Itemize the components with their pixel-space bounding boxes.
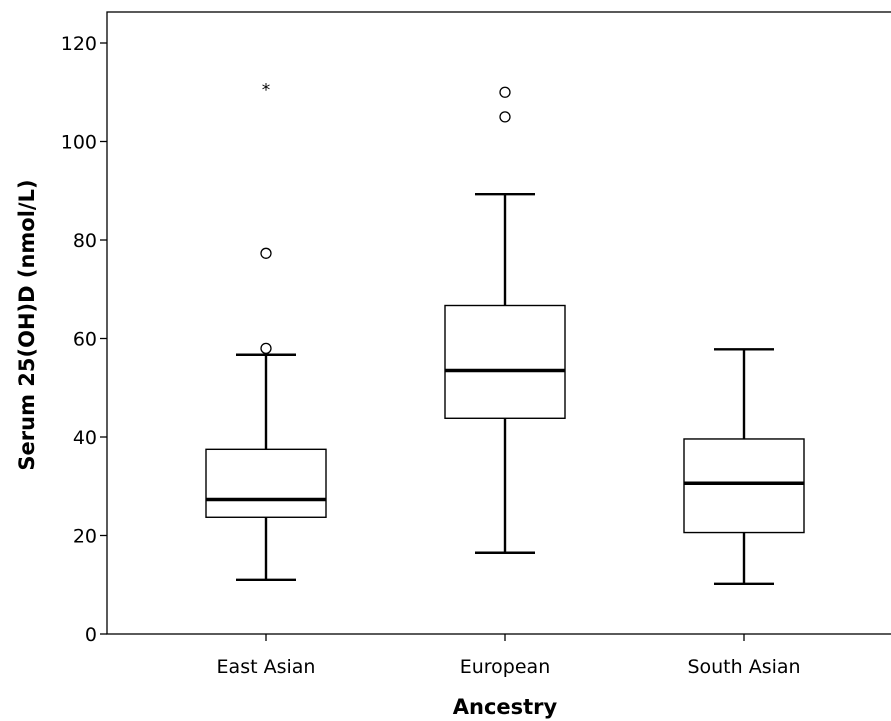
x-axis: East Asian European South Asian: [217, 634, 801, 678]
iqr-box: [444, 304, 566, 419]
x-tick-label: European: [460, 656, 551, 678]
box-european: [444, 86, 566, 554]
outlier-point: [260, 247, 272, 259]
plot-area: [106, 11, 891, 635]
iqr-box: [683, 438, 805, 534]
boxes: *: [205, 80, 805, 585]
x-axis-title: Ancestry: [453, 695, 558, 719]
y-tick-label: 100: [61, 132, 97, 154]
plot-frame: [106, 11, 891, 635]
y-tick-label: 40: [73, 427, 97, 449]
iqr-box: [205, 448, 327, 518]
outlier-point: [499, 111, 511, 123]
x-tick-label: South Asian: [687, 656, 800, 678]
y-tick-label: 0: [85, 624, 97, 646]
outlier-point: [260, 342, 272, 355]
box-east-asian: *: [205, 80, 327, 582]
y-tick-label: 60: [73, 329, 97, 351]
outlier-point: [499, 86, 511, 98]
y-axis: 0 20 40 60 80 100 120: [61, 33, 107, 646]
x-tick-label: East Asian: [217, 656, 316, 678]
extreme-point: *: [262, 80, 271, 100]
y-axis-title: Serum 25(OH)D (nmol/L): [15, 179, 39, 470]
y-tick-label: 80: [73, 230, 97, 252]
box-south-asian: [683, 348, 805, 585]
y-tick-label: 20: [73, 526, 97, 548]
y-tick-label: 120: [61, 33, 97, 55]
